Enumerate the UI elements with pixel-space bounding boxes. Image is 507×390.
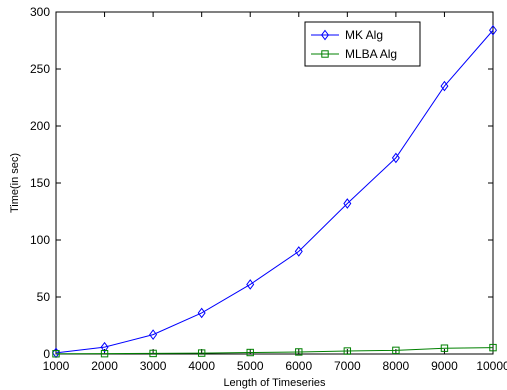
- y-axis-title: Time(in sec): [9, 153, 21, 213]
- y-axis: 0 50 100 150 200 250 300: [30, 5, 493, 361]
- x-tick-label: 9000: [431, 359, 458, 373]
- plot-frame: [55, 11, 494, 355]
- series-line: [55, 347, 494, 355]
- data-point: [100, 341, 109, 353]
- x-tick-label: 4000: [188, 359, 215, 373]
- legend-swatch-marker: [321, 50, 329, 58]
- x-tick-label: 6000: [285, 359, 312, 373]
- plot-area-border: [55, 11, 494, 355]
- data-point: [149, 329, 158, 340]
- data-point: [52, 350, 60, 358]
- y-tick-label: 50: [37, 290, 51, 304]
- legend-swatch-marker: [321, 29, 329, 41]
- legend-label: MLBA Alg: [345, 47, 397, 61]
- legend: MK Alg MLBA Alg: [304, 21, 421, 67]
- x-tick-label: 10000: [476, 359, 507, 373]
- data-point: [489, 343, 497, 352]
- x-axis: 1000 2000 3000 4000 5000 6000 7000 8000 9000 1000…: [43, 12, 507, 373]
- x-tick-label: 2000: [91, 359, 118, 373]
- series-2: [52, 343, 497, 358]
- data-point: [295, 348, 303, 356]
- y-tick-label: 300: [30, 5, 50, 19]
- x-tick-label: 3000: [140, 359, 167, 373]
- data-point: [489, 24, 497, 36]
- series-layer: [52, 24, 497, 359]
- x-tick-label: 7000: [334, 359, 361, 373]
- series-line: [55, 29, 494, 354]
- data-point: [246, 279, 255, 290]
- x-tick-label: 1000: [43, 359, 70, 373]
- data-point: [246, 348, 254, 357]
- y-tick-label: 150: [30, 176, 50, 190]
- data-point: [343, 198, 352, 209]
- y-tick-label: 250: [30, 62, 50, 76]
- data-point: [391, 152, 400, 164]
- x-axis-title: Length of Timeseries: [223, 377, 326, 389]
- legend-entry: MK Alg: [311, 28, 383, 42]
- x-tick-label: 8000: [383, 359, 410, 373]
- data-point: [149, 349, 157, 358]
- data-point: [197, 307, 206, 319]
- data-point: [100, 349, 109, 358]
- data-point: [440, 344, 449, 352]
- series-1: [52, 24, 497, 359]
- data-point: [197, 349, 206, 357]
- legend-box: [304, 21, 421, 67]
- data-point: [440, 80, 449, 92]
- legend-label: MK Alg: [345, 28, 383, 42]
- y-tick-label: 100: [30, 233, 50, 247]
- x-tick-label: 5000: [237, 359, 264, 373]
- data-point: [392, 346, 400, 355]
- data-point: [294, 246, 303, 257]
- y-tick-label: 200: [30, 119, 50, 133]
- y-tick-label: 0: [43, 347, 50, 361]
- legend-entry: MLBA Alg: [311, 47, 397, 61]
- data-point: [343, 347, 352, 355]
